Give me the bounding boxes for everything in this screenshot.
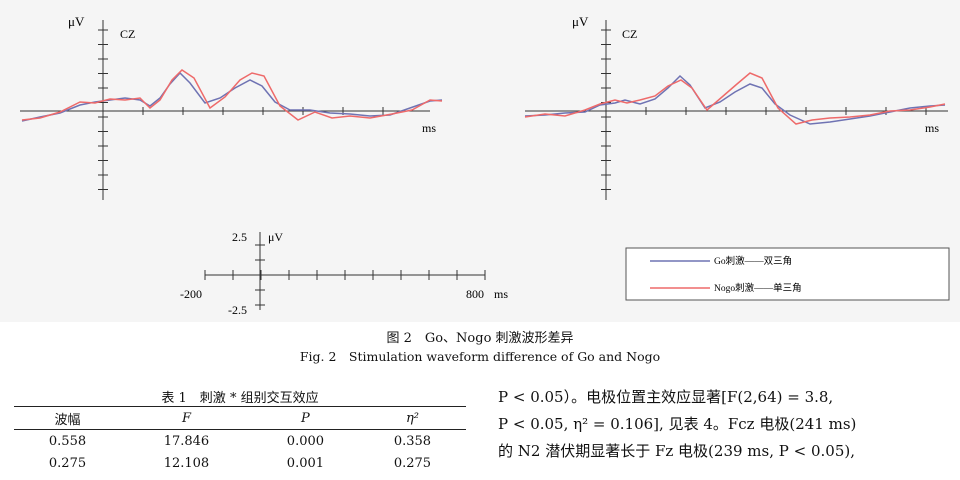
scale-x-min: -200 (180, 287, 202, 301)
panel-1: μV CZ ms (20, 14, 443, 200)
table-cell: 0.001 (286, 455, 325, 471)
table-cell: 12.108 (163, 455, 210, 471)
panel-1-xunit: ms (422, 121, 436, 135)
scale-y-tick-neg: -2.5 (228, 303, 247, 317)
panel-1-electrode: CZ (120, 27, 135, 41)
scale-x-max: 800 (466, 287, 484, 301)
table-cell: 0.358 (393, 433, 432, 449)
panel-1-ylabel: μV (68, 14, 85, 29)
body-line-3: 的 N2 潜伏期显著长于 Fz 电极(239 ms, P < 0.05), (498, 442, 855, 460)
legend-go-label: Go刺激——双三角 (714, 255, 792, 267)
table-header-row: 波幅 F P η² (14, 406, 466, 430)
body-text: P < 0.05）。电极位置主效应显著[F(2,64) = 3.8, P < 0… (498, 384, 950, 465)
body-line-1: P < 0.05）。电极位置主效应显著[F(2,64) = 3.8, (498, 388, 834, 406)
table-title: 表 1 刺激 * 组别交互效应 (161, 391, 319, 406)
legend-nogo-label: Nogo刺激——单三角 (714, 282, 802, 294)
legend: Go刺激——双三角 Nogo刺激——单三角 (625, 247, 950, 301)
body-line-2: P < 0.05, η² = 0.106], 见表 4。Fcz 电极(241 m… (498, 415, 857, 433)
scale-x-unit: ms (494, 287, 508, 301)
scale-bar: 2.5 μV -2.5 -200 800 ms (180, 230, 508, 317)
table-cell: 0.000 (286, 433, 325, 449)
figure-caption-cn: 图 2 Go、Nogo 刺激波形差异 (386, 331, 574, 346)
table-row: 0.558 17.846 0.000 0.358 (14, 430, 466, 453)
panel-2-xunit: ms (925, 121, 939, 135)
panel-2-go-waveform (524, 74, 946, 125)
table-row: 0.275 12.108 0.001 0.275 (14, 452, 466, 474)
panel-2-electrode: CZ (622, 27, 637, 41)
panel-2-ylabel: μV (572, 14, 589, 29)
interaction-table: 波幅 F P η² 0.558 17.846 0.000 0.358 0.275… (14, 406, 466, 474)
table-header-cell: P (301, 410, 310, 426)
table-cell: 0.558 (48, 433, 87, 449)
table-cell: 0.275 (48, 455, 87, 471)
figure-2: μV CZ ms μV CZ ms 2.5 μV -2.5 -200 800 (20, 14, 950, 317)
table-cell: 0.275 (393, 455, 432, 471)
panel-2: μV CZ ms (524, 14, 948, 200)
table-header-cell: F (181, 410, 191, 426)
panel-2-nogo-waveform (524, 72, 946, 125)
scale-y-unit: μV (268, 230, 283, 244)
figure-caption-en: Fig. 2 Stimulation waveform difference o… (299, 349, 661, 364)
table-header-cell: η² (405, 410, 419, 426)
panel-1-nogo-waveform (21, 69, 443, 121)
panel-1-go-waveform (21, 71, 443, 122)
erp-figure-svg: μV CZ ms μV CZ ms 2.5 μV -2.5 -200 800 (20, 14, 950, 317)
table-cell: 17.846 (163, 433, 210, 449)
table-header-cell: 波幅 (54, 412, 81, 428)
scale-y-tick: 2.5 (232, 230, 247, 244)
